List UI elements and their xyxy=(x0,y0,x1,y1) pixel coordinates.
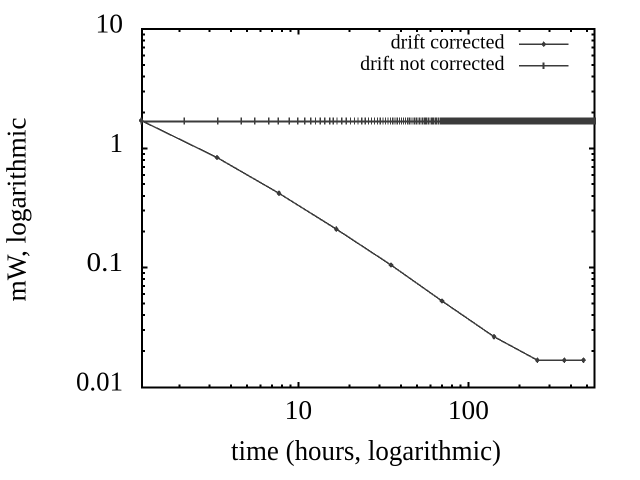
svg-text:1: 1 xyxy=(110,128,124,158)
svg-text:100: 100 xyxy=(448,395,489,425)
svg-text:0.01: 0.01 xyxy=(76,367,123,397)
svg-text:10: 10 xyxy=(96,9,124,39)
svg-text:drift corrected: drift corrected xyxy=(391,31,505,53)
svg-text:10: 10 xyxy=(285,395,313,425)
svg-text:time (hours, logarithmic): time (hours, logarithmic) xyxy=(231,436,501,467)
svg-text:mW, logarithmic: mW, logarithmic xyxy=(2,117,32,301)
svg-text:0.1: 0.1 xyxy=(87,247,124,277)
svg-text:drift not corrected: drift not corrected xyxy=(360,53,504,75)
